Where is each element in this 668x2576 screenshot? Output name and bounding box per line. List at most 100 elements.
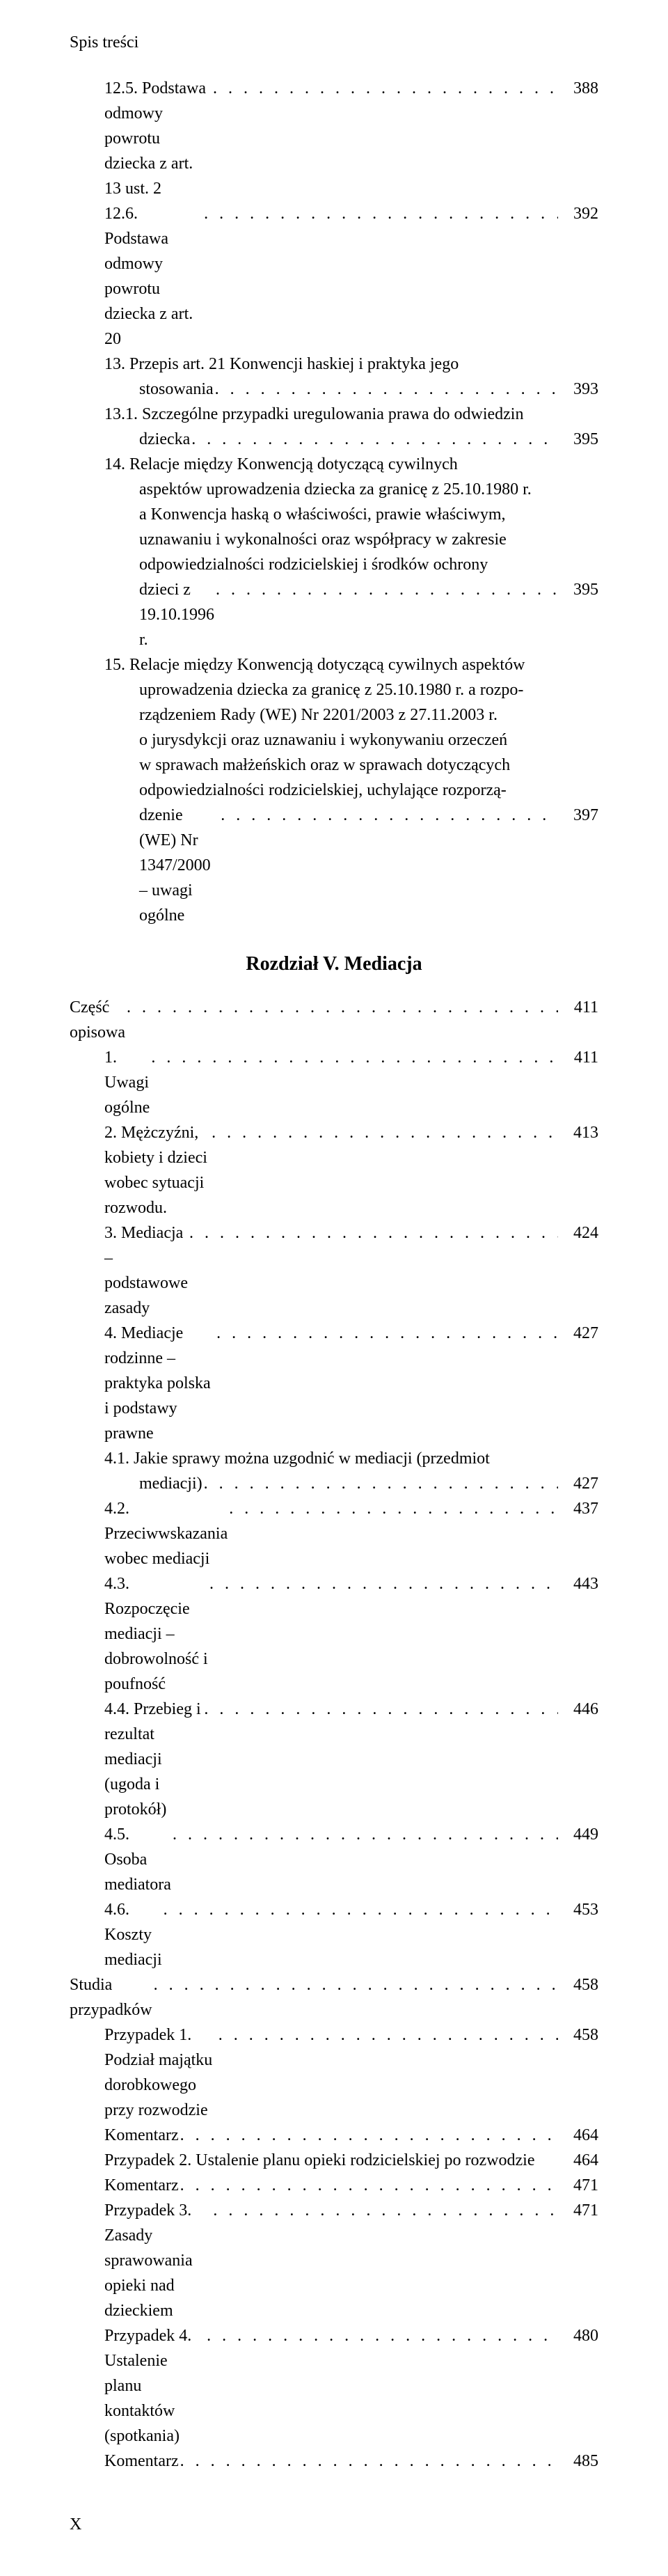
toc-entry: 15. Relacje między Konwencją dotyczącą c… bbox=[70, 652, 598, 928]
toc-line: mediacji). . . . . . . . . . . . . . . .… bbox=[70, 1471, 598, 1496]
toc-label: 15. Relacje między Konwencją dotyczącą c… bbox=[104, 652, 525, 677]
toc-entry: Przypadek 3. Zasady sprawowania opieki n… bbox=[70, 2198, 598, 2323]
toc-label: 4.3. Rozpoczęcie mediacji – dobrowolność… bbox=[104, 1571, 208, 1697]
toc-label: Komentarz bbox=[104, 2123, 179, 2148]
toc-leader-dots: . . . . . . . . . . . . . . . . . . . . … bbox=[204, 201, 558, 226]
toc-line: Przypadek 3. Zasady sprawowania opieki n… bbox=[70, 2198, 598, 2323]
toc-line: 4.2. Przeciwwskazania wobec mediacji. . … bbox=[70, 1496, 598, 1571]
toc-line: rządzeniem Rady (WE) Nr 2201/2003 z 27.1… bbox=[70, 702, 598, 728]
toc-entry: 3. Mediacja – podstawowe zasady. . . . .… bbox=[70, 1220, 598, 1321]
toc-line: odpowiedzialności rodzicielskiej i środk… bbox=[70, 552, 598, 577]
toc-entry: 4.5. Osoba mediatora. . . . . . . . . . … bbox=[70, 1822, 598, 1897]
toc-leader-dots: . . . . . . . . . . . . . . . . . . . . … bbox=[204, 1471, 558, 1496]
toc-page-number: 388 bbox=[559, 76, 598, 101]
toc-entry: Komentarz. . . . . . . . . . . . . . . .… bbox=[70, 2123, 598, 2148]
toc-page-number: 464 bbox=[559, 2123, 598, 2148]
toc-leader-dots: . . . . . . . . . . . . . . . . . . . . … bbox=[207, 2323, 558, 2348]
toc-label: 12.5. Podstawa odmowy powrotu dziecka z … bbox=[104, 76, 212, 201]
toc-page-number: 480 bbox=[559, 2323, 598, 2348]
toc-page-number: 427 bbox=[559, 1471, 598, 1496]
toc-page-number: 411 bbox=[559, 1045, 598, 1070]
toc-page-number: 424 bbox=[559, 1220, 598, 1246]
toc-entry: Część opisowa. . . . . . . . . . . . . .… bbox=[70, 995, 598, 1045]
toc-leader-dots: . . . . . . . . . . . . . . . . . . . . … bbox=[212, 1120, 558, 1145]
toc-page-number: 392 bbox=[559, 201, 598, 226]
toc-page-number: 393 bbox=[559, 377, 598, 402]
toc-line: 1. Uwagi ogólne. . . . . . . . . . . . .… bbox=[70, 1045, 598, 1120]
toc-line: stosowania. . . . . . . . . . . . . . . … bbox=[70, 377, 598, 402]
toc-label: 13.1. Szczególne przypadki uregulowania … bbox=[104, 402, 523, 427]
toc-label: a Konwencja haską o właściwości, prawie … bbox=[139, 502, 506, 527]
toc-leader-dots: . . . . . . . . . . . . . . . . . . . . … bbox=[204, 1697, 558, 1722]
toc-label: 4.4. Przebieg i rezultat mediacji (ugoda… bbox=[104, 1697, 202, 1822]
toc-leader-dots: . . . . . . . . . . . . . . . . . . . . … bbox=[164, 1897, 558, 1922]
toc-line: 12.6. Podstawa odmowy powrotu dziecka z … bbox=[70, 201, 598, 352]
toc-leader-dots: . . . . . . . . . . . . . . . . . . . . … bbox=[221, 803, 558, 828]
toc-line: Komentarz. . . . . . . . . . . . . . . .… bbox=[70, 2173, 598, 2198]
toc-line: a Konwencja haską o właściwości, prawie … bbox=[70, 502, 598, 527]
toc-leader-dots: . . . . . . . . . . . . . . . . . . . . … bbox=[213, 76, 558, 101]
toc-page-number: 395 bbox=[559, 577, 598, 602]
toc-label: rządzeniem Rady (WE) Nr 2201/2003 z 27.1… bbox=[139, 702, 498, 728]
toc-label: 3. Mediacja – podstawowe zasady bbox=[104, 1220, 188, 1321]
toc-entry: 4.4. Przebieg i rezultat mediacji (ugoda… bbox=[70, 1697, 598, 1822]
toc-page-number: 397 bbox=[559, 803, 598, 828]
toc-entry: Przypadek 1. Podział majątku dorobkowego… bbox=[70, 2023, 598, 2123]
toc-line: aspektów uprowadzenia dziecka za granicę… bbox=[70, 477, 598, 502]
toc-line: 4.4. Przebieg i rezultat mediacji (ugoda… bbox=[70, 1697, 598, 1822]
toc-page-number: 458 bbox=[559, 1972, 598, 1997]
toc-label: 4. Mediacje rodzinne – praktyka polska i… bbox=[104, 1321, 215, 1446]
toc-page-number: 485 bbox=[559, 2449, 598, 2474]
toc-entry: 14. Relacje między Konwencją dotyczącą c… bbox=[70, 452, 598, 652]
toc-page-number: 446 bbox=[559, 1697, 598, 1722]
toc-page-number: 437 bbox=[559, 1496, 598, 1521]
toc-leader-dots: . . . . . . . . . . . . . . . . . . . . … bbox=[191, 427, 558, 452]
toc-leader-dots: . . . . . . . . . . . . . . . . . . . . … bbox=[154, 1972, 558, 1997]
toc-entry: 4.3. Rozpoczęcie mediacji – dobrowolność… bbox=[70, 1571, 598, 1697]
toc-label: odpowiedzialności rodzicielskiej, uchyla… bbox=[139, 778, 507, 803]
toc-label: 4.6. Koszty mediacji bbox=[104, 1897, 162, 1972]
toc-label: Studia przypadków bbox=[70, 1972, 152, 2023]
toc-leader-dots: . . . . . . . . . . . . . . . . . . . . … bbox=[213, 2198, 558, 2223]
toc-label: Przypadek 3. Zasady sprawowania opieki n… bbox=[104, 2198, 212, 2323]
toc-page-number: 413 bbox=[559, 1120, 598, 1145]
toc-label: 1. Uwagi ogólne bbox=[104, 1045, 150, 1120]
toc-label: 4.2. Przeciwwskazania wobec mediacji bbox=[104, 1496, 228, 1571]
toc-line: Komentarz. . . . . . . . . . . . . . . .… bbox=[70, 2449, 598, 2474]
toc-line: dzieci z 19.10.1996 r.. . . . . . . . . … bbox=[70, 577, 598, 652]
toc-label: 4.5. Osoba mediatora bbox=[104, 1822, 171, 1897]
toc-entry: 2. Mężczyźni, kobiety i dzieci wobec syt… bbox=[70, 1120, 598, 1220]
toc-entry: 4.2. Przeciwwskazania wobec mediacji. . … bbox=[70, 1496, 598, 1571]
toc-entry: 4. Mediacje rodzinne – praktyka polska i… bbox=[70, 1321, 598, 1446]
toc-page-number: 395 bbox=[559, 427, 598, 452]
toc-line: w sprawach małżeńskich oraz w sprawach d… bbox=[70, 753, 598, 778]
toc-entry: Przypadek 2. Ustalenie planu opieki rodz… bbox=[70, 2148, 598, 2173]
toc-line: Przypadek 2. Ustalenie planu opieki rodz… bbox=[70, 2148, 598, 2173]
toc-leader-dots: . . . . . . . . . . . . . . . . . . . . … bbox=[216, 577, 558, 602]
toc-label: 4.1. Jakie sprawy można uzgodnić w media… bbox=[104, 1446, 490, 1471]
toc-label: dzenie (WE) Nr 1347/2000 – uwagi ogólne bbox=[139, 803, 219, 928]
toc-line: 4.1. Jakie sprawy można uzgodnić w media… bbox=[70, 1446, 598, 1471]
toc-entry: 4.6. Koszty mediacji. . . . . . . . . . … bbox=[70, 1897, 598, 1972]
toc-top-section: 12.5. Podstawa odmowy powrotu dziecka z … bbox=[70, 76, 598, 928]
toc-entry: Studia przypadków. . . . . . . . . . . .… bbox=[70, 1972, 598, 2023]
toc-line: 4.5. Osoba mediatora. . . . . . . . . . … bbox=[70, 1822, 598, 1897]
toc-entry: 4.1. Jakie sprawy można uzgodnić w media… bbox=[70, 1446, 598, 1496]
toc-leader-dots: . . . . . . . . . . . . . . . . . . . . … bbox=[189, 1220, 558, 1246]
page-header: Spis treści bbox=[70, 33, 598, 52]
toc-page-number: 471 bbox=[559, 2198, 598, 2223]
toc-leader-dots: . . . . . . . . . . . . . . . . . . . . … bbox=[180, 2173, 558, 2198]
toc-label: stosowania bbox=[139, 377, 214, 402]
toc-label: o jurysdykcji oraz uznawaniu i wykonywan… bbox=[139, 728, 507, 753]
toc-entry: 13. Przepis art. 21 Konwencji haskiej i … bbox=[70, 352, 598, 402]
toc-line: 3. Mediacja – podstawowe zasady. . . . .… bbox=[70, 1220, 598, 1321]
toc-line: 4.3. Rozpoczęcie mediacji – dobrowolność… bbox=[70, 1571, 598, 1697]
toc-label: 2. Mężczyźni, kobiety i dzieci wobec syt… bbox=[104, 1120, 210, 1220]
toc-label: aspektów uprowadzenia dziecka za granicę… bbox=[139, 477, 532, 502]
toc-page-number: 471 bbox=[559, 2173, 598, 2198]
toc-leader-dots: . . . . . . . . . . . . . . . . . . . . … bbox=[127, 995, 558, 1020]
toc-leader-dots: . . . . . . . . . . . . . . . . . . . . … bbox=[216, 1321, 558, 1346]
toc-line: Przypadek 4. Ustalenie planu kontaktów (… bbox=[70, 2323, 598, 2449]
toc-label: dziecka bbox=[139, 427, 190, 452]
toc-page-number: 449 bbox=[559, 1822, 598, 1847]
